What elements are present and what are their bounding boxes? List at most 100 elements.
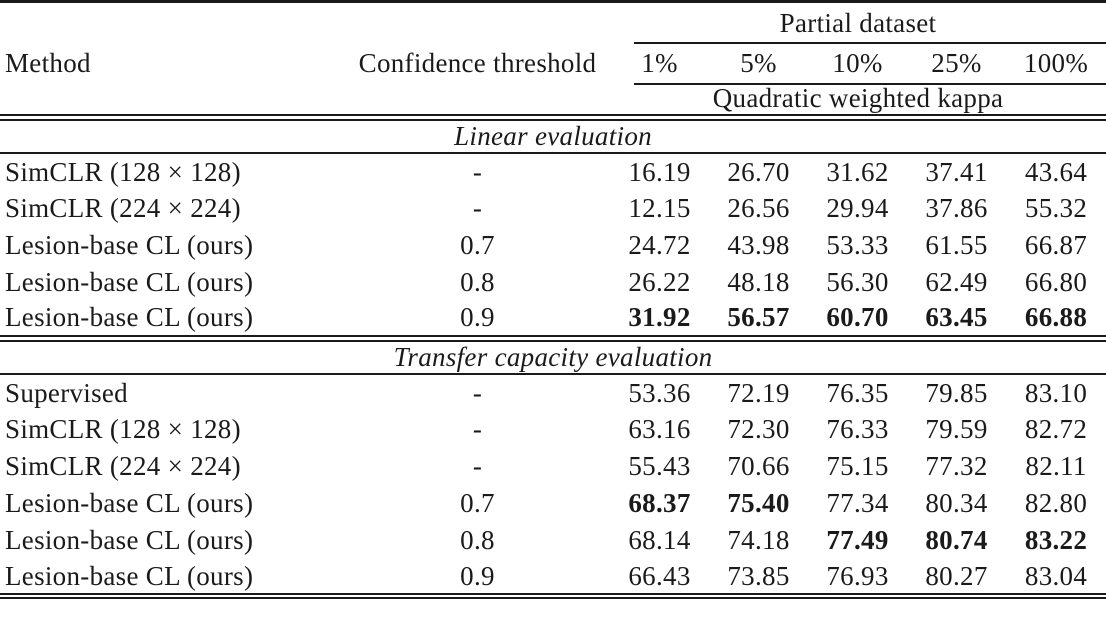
results-table: Partial dataset Method Confidence thresh… — [0, 0, 1106, 599]
value-cell: 66.87 — [1024, 230, 1088, 260]
value-cell: 26.56 — [727, 193, 790, 223]
value-cell: 82.11 — [1025, 451, 1087, 481]
value-cell: 82.72 — [1024, 414, 1088, 444]
value-cell: 80.34 — [925, 488, 988, 518]
value-cell: 83.22 — [1024, 525, 1088, 555]
confidence-cell: 0.8 — [460, 525, 495, 555]
method-column-header: Method — [5, 47, 91, 78]
value-cell: 63.45 — [925, 302, 988, 333]
section-title: Transfer capacity evaluation — [0, 334, 1106, 375]
method-cell: Lesion-base CL (ours) — [0, 559, 345, 599]
confidence-cell: - — [472, 193, 483, 223]
table-row: Lesion-base CL (ours) 0.7 68.37 75.40 77.34 8… — [0, 485, 1106, 522]
value-cell: 82.80 — [1024, 488, 1088, 518]
value-cell: 72.19 — [727, 377, 790, 408]
value-cell: 80.27 — [907, 559, 1006, 599]
method-cell: Lesion-base CL (ours) — [5, 488, 254, 518]
confidence-cell: - — [472, 414, 483, 444]
value-cell: 76.35 — [826, 377, 889, 408]
value-cell: 37.41 — [925, 156, 988, 187]
table-row: SimCLR (224 × 224) - 55.43 70.66 75.15 77.32 8… — [0, 448, 1106, 485]
value-cell: 73.85 — [709, 559, 808, 599]
confidence-cell: 0.8 — [460, 267, 495, 297]
value-cell: 77.32 — [925, 451, 988, 481]
section-title-row: Transfer capacity evaluation — [0, 334, 1106, 375]
value-cell: 72.30 — [727, 414, 790, 444]
table-row: SimCLR (128 × 128) - 16.19 26.70 31.62 37.41 4… — [0, 153, 1106, 190]
confidence-cell: - — [472, 377, 483, 408]
value-cell: 66.80 — [1024, 267, 1088, 297]
group-header-row: Partial dataset — [0, 2, 1106, 44]
percent-column-header-100: 100% — [1023, 47, 1089, 78]
value-cell: 12.15 — [628, 193, 691, 223]
value-cell: 37.86 — [925, 193, 988, 223]
value-cell: 77.49 — [826, 525, 889, 555]
percent-column-header-1: 1% — [641, 47, 678, 78]
value-cell: 53.33 — [826, 230, 889, 260]
section-title-row: Linear evaluation — [0, 113, 1106, 154]
confidence-cell: 0.7 — [460, 488, 495, 518]
method-cell: Supervised — [5, 377, 128, 408]
metric-header-row: Quadratic weighted kappa — [0, 82, 1106, 121]
table-row: SimCLR (224 × 224) - 12.15 26.56 29.94 37.86 5… — [0, 190, 1106, 227]
value-cell: 55.43 — [628, 451, 691, 481]
section-title: Linear evaluation — [0, 113, 1106, 154]
value-cell: 68.14 — [628, 525, 691, 555]
method-cell: Lesion-base CL (ours) — [5, 267, 254, 297]
percent-column-header-25: 25% — [931, 47, 982, 78]
value-cell: 31.62 — [826, 156, 889, 187]
value-cell: 48.18 — [727, 267, 790, 297]
value-cell: 74.18 — [727, 525, 790, 555]
value-cell: 76.93 — [808, 559, 907, 599]
value-cell: 79.59 — [925, 414, 988, 444]
value-cell: 56.30 — [826, 267, 889, 297]
value-cell: 16.19 — [628, 156, 691, 187]
value-cell: 75.15 — [826, 451, 889, 481]
confidence-cell: - — [472, 156, 483, 187]
confidence-cell: 0.7 — [460, 230, 495, 260]
confidence-cell: 0.9 — [345, 559, 610, 599]
table-row: SimCLR (128 × 128) - 63.16 72.30 76.33 79.59 8… — [0, 411, 1106, 448]
value-cell: 26.22 — [628, 267, 691, 297]
spacer-cell — [0, 2, 610, 44]
value-cell: 62.49 — [925, 267, 988, 297]
value-cell: 60.70 — [826, 302, 889, 333]
value-cell: 79.85 — [925, 377, 988, 408]
value-cell: 75.40 — [727, 488, 790, 518]
column-header-row: Method Confidence threshold 1% 5% 10% 25… — [0, 44, 1106, 83]
value-cell: 55.32 — [1024, 193, 1088, 223]
value-cell: 24.72 — [628, 230, 691, 260]
value-cell: 70.66 — [727, 451, 790, 481]
table-row: Lesion-base CL (ours) 0.7 24.72 43.98 53.33 6… — [0, 227, 1106, 264]
method-cell: SimCLR (128 × 128) — [5, 414, 241, 444]
confidence-column-header: Confidence threshold — [358, 47, 597, 78]
value-cell: 63.16 — [628, 414, 691, 444]
value-cell: 77.34 — [826, 488, 889, 518]
percent-column-header-10: 10% — [832, 47, 883, 78]
confidence-cell: - — [472, 451, 483, 481]
value-cell: 83.10 — [1024, 377, 1088, 408]
value-cell: 43.98 — [727, 230, 790, 260]
spacer-cell — [0, 82, 610, 121]
table-row: Lesion-base CL (ours) 0.9 31.92 56.57 60.70 6… — [0, 301, 1106, 338]
table-row: Supervised - 53.36 72.19 76.35 79.85 83.10 — [0, 374, 1106, 411]
value-cell: 29.94 — [826, 193, 889, 223]
value-cell: 83.04 — [1006, 559, 1106, 599]
value-cell: 66.43 — [610, 559, 709, 599]
table-row: Lesion-base CL (ours) 0.8 26.22 48.18 56.30 6… — [0, 264, 1106, 301]
method-cell: SimCLR (224 × 224) — [5, 193, 241, 223]
value-cell: 56.57 — [727, 302, 790, 333]
method-cell: SimCLR (224 × 224) — [5, 451, 241, 481]
percent-column-header-5: 5% — [740, 47, 777, 78]
value-cell: 80.74 — [925, 525, 988, 555]
value-cell: 68.37 — [628, 488, 691, 518]
value-cell: 31.92 — [628, 302, 691, 333]
value-cell: 53.36 — [628, 377, 691, 408]
value-cell: 26.70 — [727, 156, 790, 187]
method-cell: Lesion-base CL (ours) — [5, 230, 254, 260]
table-row: Lesion-base CL (ours) 0.8 68.14 74.18 77.49 8… — [0, 522, 1106, 559]
method-cell: Lesion-base CL (ours) — [5, 525, 254, 555]
method-cell: SimCLR (128 × 128) — [5, 156, 241, 187]
value-cell: 76.33 — [826, 414, 889, 444]
value-cell: 61.55 — [925, 230, 988, 260]
